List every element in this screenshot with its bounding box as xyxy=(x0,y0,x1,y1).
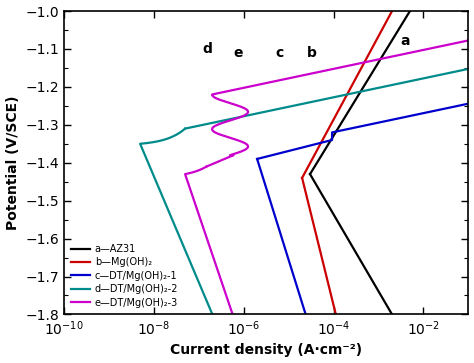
Text: d: d xyxy=(202,42,212,56)
X-axis label: Current density (A·cm⁻²): Current density (A·cm⁻²) xyxy=(170,343,362,358)
Text: e: e xyxy=(234,46,243,60)
Text: a: a xyxy=(400,34,410,48)
Text: b: b xyxy=(307,46,316,60)
Y-axis label: Potential (V/SCE): Potential (V/SCE) xyxy=(6,95,19,230)
Text: c: c xyxy=(275,46,283,60)
Legend: a—AZ31, b—Mg(OH)₂, c—DT/Mg(OH)₂-1, d—DT/Mg(OH)₂-2, e—DT/Mg(OH)₂-3: a—AZ31, b—Mg(OH)₂, c—DT/Mg(OH)₂-1, d—DT/… xyxy=(69,242,180,310)
